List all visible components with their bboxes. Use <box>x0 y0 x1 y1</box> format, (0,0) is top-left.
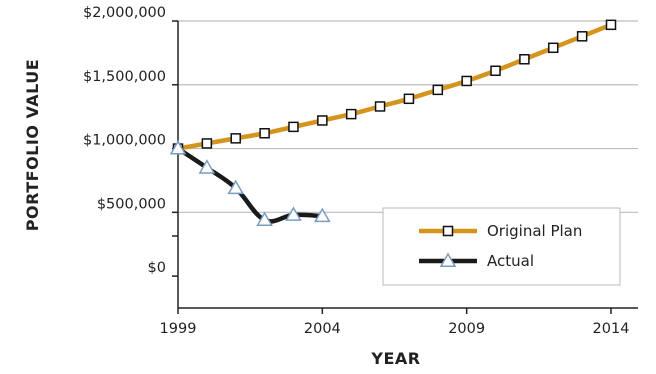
x-tick-labels: 1999 2004 2009 2014 <box>160 321 630 337</box>
data-point-original-plan <box>461 75 472 87</box>
y-axis-title: PORTFOLIO VALUE <box>23 59 42 231</box>
data-point-actual <box>227 179 245 195</box>
legend-marker-original-plan <box>442 225 454 237</box>
data-point-actual <box>256 211 273 226</box>
data-point-original-plan <box>490 65 501 76</box>
legend-marker-actual <box>439 252 457 267</box>
data-point-original-plan <box>230 133 241 144</box>
y-tick-label: $1,000,000 <box>83 133 166 149</box>
y-tick-labels: $0 $500,000 $1,000,000 $1,500,000 $2,000,000 <box>83 5 166 276</box>
data-point-original-plan <box>548 42 559 54</box>
series-line-actual <box>175 146 325 224</box>
y-tick-label: $0 <box>148 260 166 276</box>
legend-label-original-plan: Original Plan <box>487 222 582 240</box>
data-point-original-plan <box>519 54 530 65</box>
x-tick-label: 2014 <box>593 321 630 337</box>
data-point-original-plan <box>374 101 386 112</box>
series-line-original-plan <box>175 22 614 151</box>
data-point-original-plan <box>317 115 328 126</box>
data-point-actual <box>198 159 216 174</box>
x-axis-title: YEAR <box>370 349 420 368</box>
grid-lines <box>178 20 638 213</box>
series-layer <box>169 19 617 226</box>
legend-box <box>382 207 621 286</box>
x-tick-label: 2009 <box>448 321 485 337</box>
legend-items <box>419 225 477 267</box>
data-point-actual <box>314 207 331 223</box>
x-tick-label: 2004 <box>304 321 341 337</box>
data-point-original-plan <box>576 31 588 42</box>
data-point-original-plan <box>288 121 299 133</box>
data-point-actual <box>169 140 187 155</box>
y-tick-label: $1,500,000 <box>83 69 166 85</box>
y-tick-label: $2,000,000 <box>83 5 166 21</box>
legend-label-actual: Actual <box>487 252 534 270</box>
axes <box>172 20 638 314</box>
data-point-original-plan <box>432 84 444 96</box>
y-tick-label: $500,000 <box>97 196 166 212</box>
data-point-original-plan <box>403 93 415 105</box>
data-point-actual <box>285 206 302 221</box>
data-point-original-plan <box>201 138 213 149</box>
data-point-original-plan <box>259 127 270 139</box>
data-point-original-plan <box>345 108 357 120</box>
legend: Original Plan Actual <box>382 207 621 286</box>
x-tick-label: 1999 <box>160 321 197 337</box>
data-point-original-plan <box>605 19 617 31</box>
